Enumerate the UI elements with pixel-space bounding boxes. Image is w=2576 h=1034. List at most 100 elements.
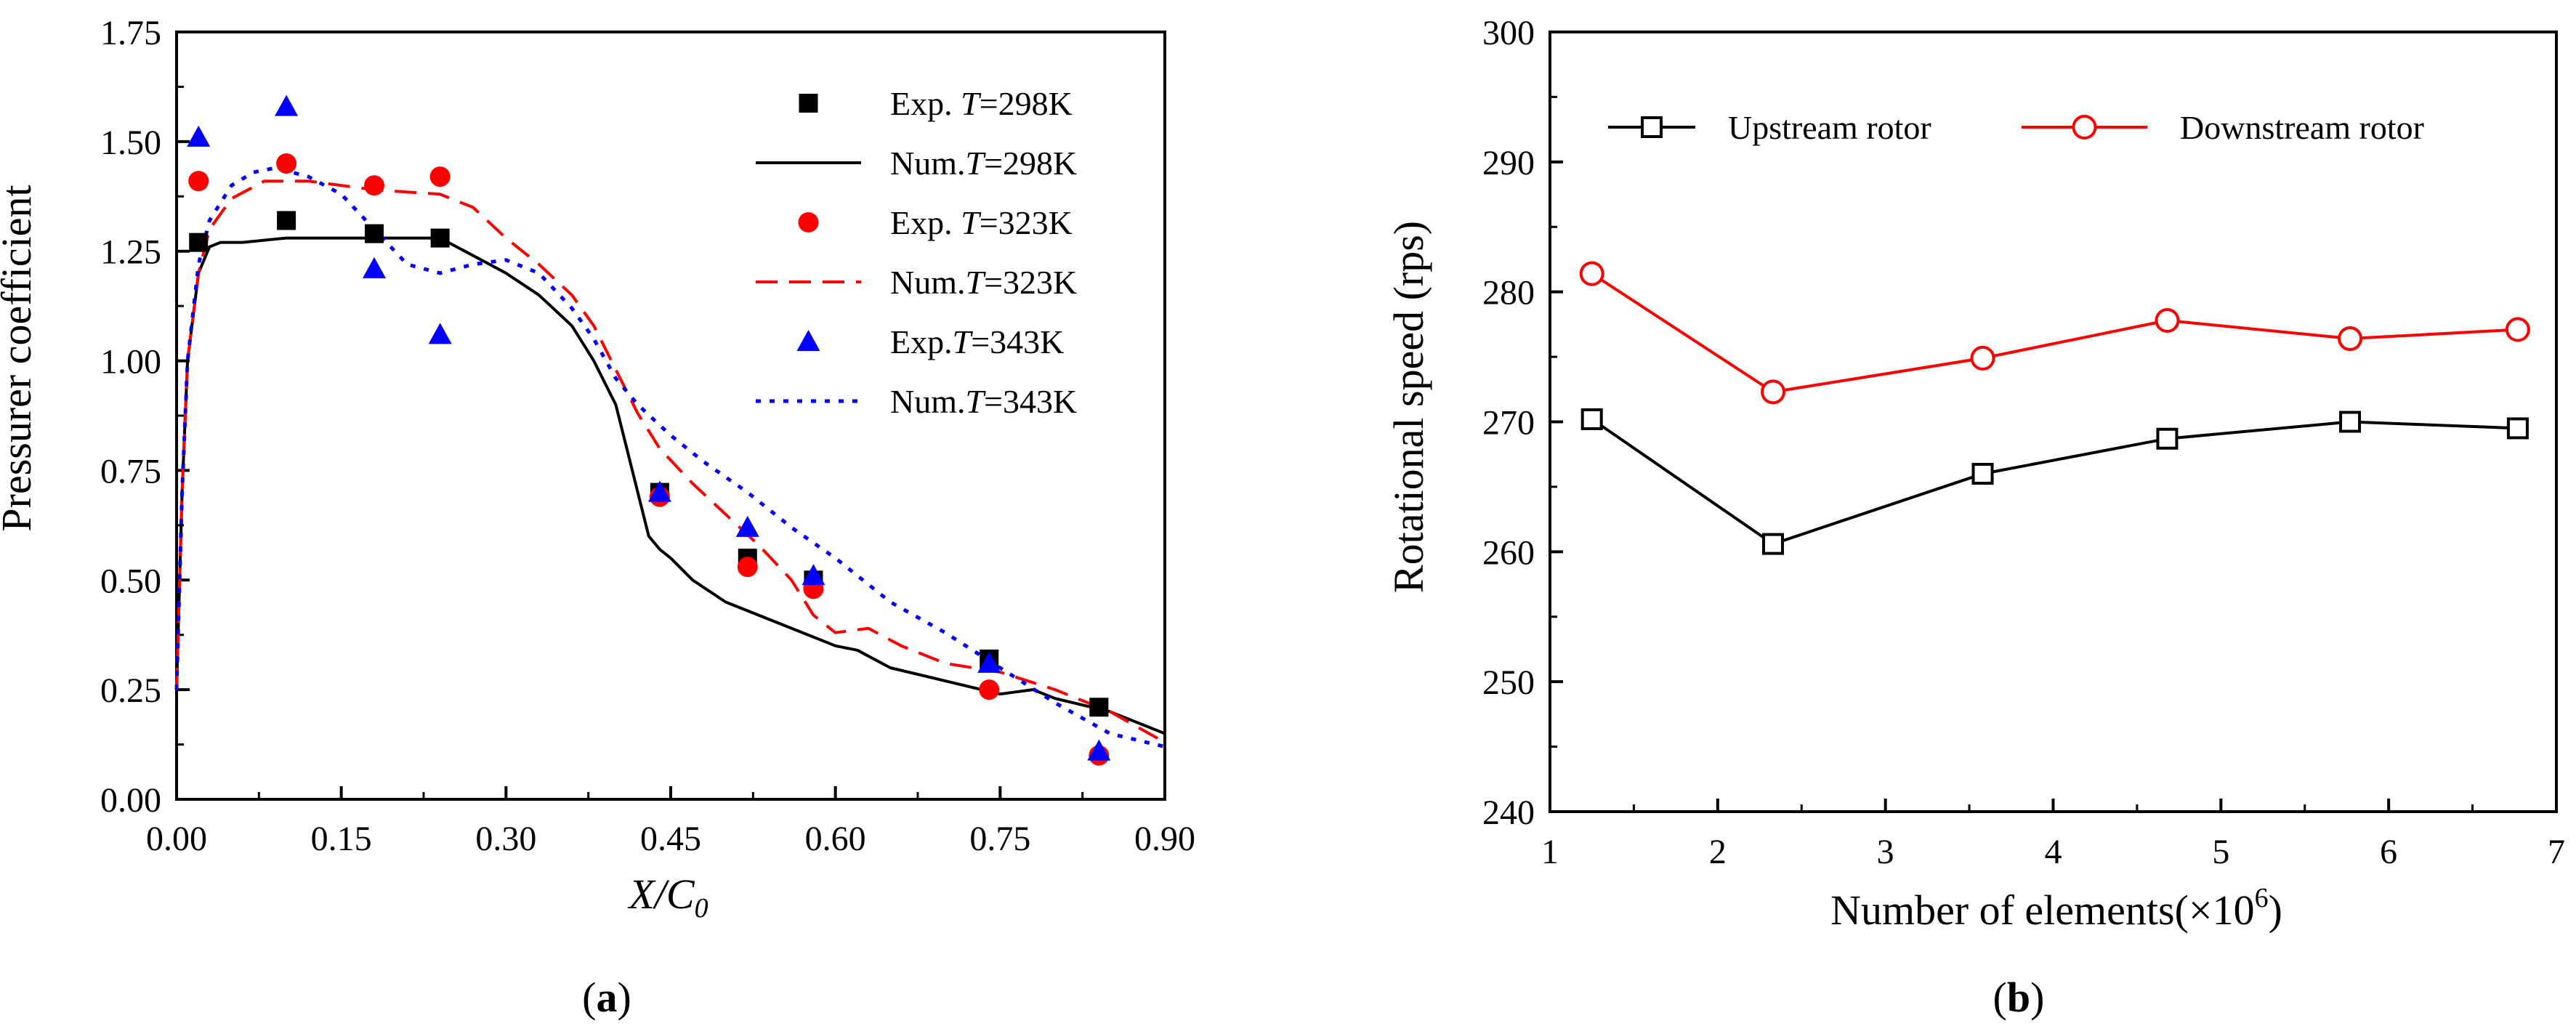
panel-b-lines bbox=[1591, 272, 2519, 546]
x-tick-label: 0.45 bbox=[640, 820, 701, 858]
data-point-downstream-rotor bbox=[2155, 308, 2180, 334]
legend-swatch bbox=[799, 94, 818, 113]
panel-a-x-axis-label: X/C0 bbox=[627, 871, 708, 924]
data-point-exp-t-343k bbox=[363, 257, 386, 278]
legend-entry-num-t-298k: Num.T=298K bbox=[756, 145, 1077, 182]
y-tick-label: 260 bbox=[1482, 533, 1535, 572]
x-tick-label: 0.60 bbox=[805, 820, 866, 858]
legend-entry-exp-t-298k: Exp. T=298K bbox=[799, 85, 1073, 122]
data-point-exp-t-343k bbox=[428, 323, 452, 344]
panel-a-x-axis-label-main: X/C bbox=[627, 871, 695, 918]
x-tick-label: 7 bbox=[2548, 833, 2565, 871]
data-point-downstream-rotor bbox=[1761, 379, 1786, 405]
y-tick-label: 0.25 bbox=[100, 671, 161, 710]
legend-entry-downstream-rotor: Downstream rotor bbox=[2022, 109, 2424, 146]
legend-label: Num.T=298K bbox=[890, 145, 1077, 182]
data-point-exp-t-323k bbox=[276, 153, 297, 174]
y-tick-label: 240 bbox=[1482, 793, 1535, 832]
legend-entry-upstream-rotor: Upstream rotor bbox=[1608, 109, 1931, 146]
legend-entry-num-t-323k: Num.T=323K bbox=[756, 264, 1077, 301]
x-tick-label: 1 bbox=[1541, 833, 1559, 871]
legend-label: Exp. T=298K bbox=[890, 85, 1073, 122]
legend-label: Num.T=323K bbox=[890, 264, 1077, 301]
panel-a-caption-letter: a bbox=[597, 974, 618, 1021]
legend-swatch-marker bbox=[2072, 115, 2097, 140]
y-tick-label: 1.75 bbox=[100, 14, 161, 52]
series-line-num-t-298k bbox=[175, 236, 1166, 735]
legend-label: Upstream rotor bbox=[1728, 109, 1931, 146]
data-point-downstream-rotor bbox=[1970, 345, 1995, 371]
legend-swatch bbox=[798, 212, 819, 233]
legend-label: Downstream rotor bbox=[2180, 109, 2424, 146]
y-tick-label: 250 bbox=[1482, 663, 1535, 702]
legend-swatch-marker bbox=[1641, 116, 1663, 138]
x-tick-label: 0.00 bbox=[146, 820, 207, 858]
x-tick-label: 0.75 bbox=[969, 820, 1030, 858]
data-point-upstream-rotor bbox=[2506, 417, 2529, 440]
panel-b-caption: (b) bbox=[1993, 974, 2045, 1021]
panel-a-y-axis-label: Pressurer coefficient bbox=[0, 185, 40, 531]
data-point-exp-t-298k bbox=[430, 228, 450, 248]
data-point-upstream-rotor bbox=[2339, 411, 2362, 433]
x-tick-label: 6 bbox=[2380, 833, 2397, 871]
data-point-exp-t-298k bbox=[277, 211, 296, 230]
data-point-exp-t-343k bbox=[187, 125, 211, 147]
series-line-upstream-rotor bbox=[1591, 418, 2518, 546]
legend-label: Exp. T=323K bbox=[890, 204, 1073, 241]
panel-a-ticks: 0.00 0.15 0.30 0.45 0.60 0.75 0.90 0.00 0.25 0.50… bbox=[100, 14, 1195, 858]
y-tick-label: 0.50 bbox=[100, 562, 161, 600]
series-line-num-t-343k bbox=[174, 166, 1166, 749]
data-point-exp-t-343k bbox=[735, 515, 759, 537]
x-tick-label: 0.15 bbox=[311, 820, 372, 858]
data-point-upstream-rotor bbox=[1762, 533, 1785, 555]
panel-b-x-axis-label-superscript: 6 bbox=[2255, 883, 2269, 913]
series-line-num-t-323k bbox=[175, 179, 1166, 744]
panel-a-x-axis-label-subscript: 0 bbox=[695, 893, 708, 924]
y-tick-label: 1.25 bbox=[100, 233, 161, 272]
data-point-exp-t-323k bbox=[979, 679, 1000, 700]
panel-b-ticks: 1 2 3 4 5 6 7 240 250 260 270 280 290 300 bbox=[1482, 14, 2565, 871]
legend-label: Exp.T=343K bbox=[890, 323, 1064, 360]
data-point-exp-t-343k bbox=[275, 94, 299, 116]
data-point-exp-t-323k bbox=[737, 557, 758, 578]
panel-a-lines bbox=[174, 166, 1166, 749]
data-point-upstream-rotor bbox=[1971, 463, 1994, 485]
y-tick-label: 0.00 bbox=[100, 781, 161, 820]
series-line-downstream-rotor bbox=[1591, 272, 2519, 394]
x-tick-label: 0.90 bbox=[1134, 820, 1195, 858]
legend-entry-exp-t-323k: Exp. T=323K bbox=[798, 204, 1073, 241]
x-tick-label: 0.30 bbox=[475, 820, 536, 858]
panel-a-caption: (a) bbox=[582, 974, 631, 1021]
x-tick-label: 3 bbox=[1877, 833, 1894, 871]
data-point-exp-t-323k bbox=[364, 175, 384, 196]
data-point-exp-t-343k bbox=[1087, 739, 1111, 761]
panel-b-plot-frame bbox=[1549, 31, 2558, 813]
data-point-exp-t-298k bbox=[365, 224, 384, 243]
y-tick-label: 300 bbox=[1482, 14, 1535, 52]
panel-b-legend: Upstream rotor Downstream rotor bbox=[1608, 109, 2424, 146]
y-tick-label: 280 bbox=[1482, 274, 1535, 312]
panel-b-x-axis-label: Number of elements(×106) bbox=[1830, 883, 2282, 934]
panel-a-legend: Exp. T=298K Num.T=298K Exp. T=323K Num.T=32… bbox=[756, 85, 1077, 420]
panel-b-points bbox=[1579, 261, 2530, 555]
panel-a: 0.00 0.15 0.30 0.45 0.60 0.75 0.90 0.00 0.25 0.50… bbox=[0, 14, 1195, 1021]
y-tick-label: 270 bbox=[1482, 404, 1535, 443]
x-tick-label: 5 bbox=[2212, 833, 2229, 871]
legend-entry-num-t-343k: Num.T=343K bbox=[756, 383, 1077, 420]
data-point-exp-t-323k bbox=[188, 171, 209, 192]
data-point-downstream-rotor bbox=[2338, 326, 2363, 352]
data-point-exp-t-343k bbox=[802, 564, 825, 586]
y-tick-label: 0.75 bbox=[100, 452, 161, 490]
y-tick-label: 290 bbox=[1482, 144, 1535, 182]
x-tick-label: 4 bbox=[2045, 833, 2062, 871]
data-point-exp-t-323k bbox=[429, 166, 451, 187]
legend-label: Num.T=343K bbox=[890, 383, 1077, 420]
data-point-exp-t-298k bbox=[1089, 698, 1109, 717]
data-point-exp-t-298k bbox=[189, 233, 209, 252]
data-point-downstream-rotor bbox=[1579, 261, 1604, 286]
data-point-upstream-rotor bbox=[1580, 408, 1603, 430]
data-point-upstream-rotor bbox=[2156, 427, 2179, 450]
legend-swatch bbox=[796, 330, 820, 351]
